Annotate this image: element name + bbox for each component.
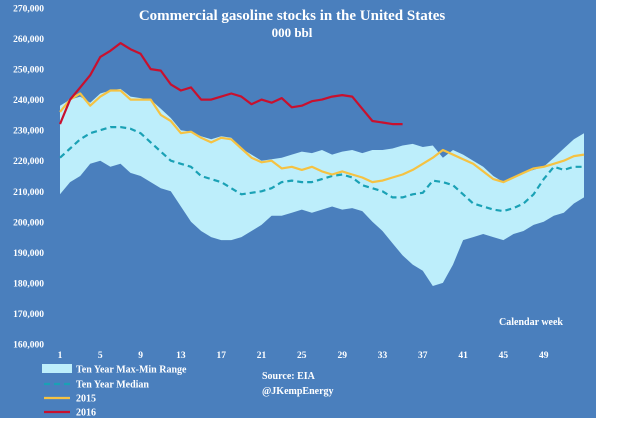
range-band-area [60,88,584,287]
chart-title: Commercial gasoline stocks in the United… [139,8,446,24]
x-tick-label: 9 [138,351,143,361]
x-tick-label: 13 [176,351,186,361]
legend-swatch-range [42,364,72,373]
x-tick-label: 5 [98,351,103,361]
y-tick-label: 240,000 [13,96,44,106]
y-tick-label: 180,000 [13,279,44,289]
author-annotation: @JKempEnergy [262,386,334,397]
series-2015-line [59,89,585,184]
y-tick-label: 260,000 [13,35,44,45]
y-tick-label: 210,000 [13,188,44,198]
y-tick-label: 160,000 [13,341,44,351]
y-tick-label: 270,000 [13,5,44,15]
legend: Ten Year Max-Min Range Ten Year Median 201… [42,364,187,419]
x-tick-label: 25 [297,351,307,361]
y-tick-label: 230,000 [13,127,44,137]
y-tick-label: 250,000 [13,66,44,76]
x-tick-label: 21 [257,351,267,361]
x-axis-ticks: 1 5 9 13 17 21 25 29 33 37 41 45 49 [58,351,549,361]
x-tick-label: 41 [458,351,468,361]
x-tick-label: 45 [499,351,509,361]
x-tick-label: 37 [418,351,428,361]
series-layer [58,41,585,213]
series-2016-line [58,41,403,126]
legend-label: Ten Year Median [76,380,149,391]
x-tick-label: 1 [58,351,63,361]
median-series-line [59,125,584,213]
source-annotation: Source: EIA [262,371,316,382]
y-tick-label: 170,000 [13,310,44,320]
legend-label: 2016 [76,408,96,419]
y-tick-label: 190,000 [13,249,44,259]
legend-label: Ten Year Max-Min Range [76,365,187,376]
x-tick-label: 29 [337,351,347,361]
x-axis-label: Calendar week [499,317,563,328]
y-tick-label: 220,000 [13,157,44,167]
x-tick-label: 17 [216,351,226,361]
y-axis-ticks: 160,000 170,000 180,000 190,000 200,000 210,0… [13,5,44,351]
chart-subtitle: 000 bbl [272,25,313,40]
legend-label: 2015 [76,394,96,405]
y-tick-label: 200,000 [13,218,44,228]
x-tick-label: 49 [539,351,549,361]
range-band-layer [60,88,584,287]
x-tick-label: 33 [378,351,388,361]
